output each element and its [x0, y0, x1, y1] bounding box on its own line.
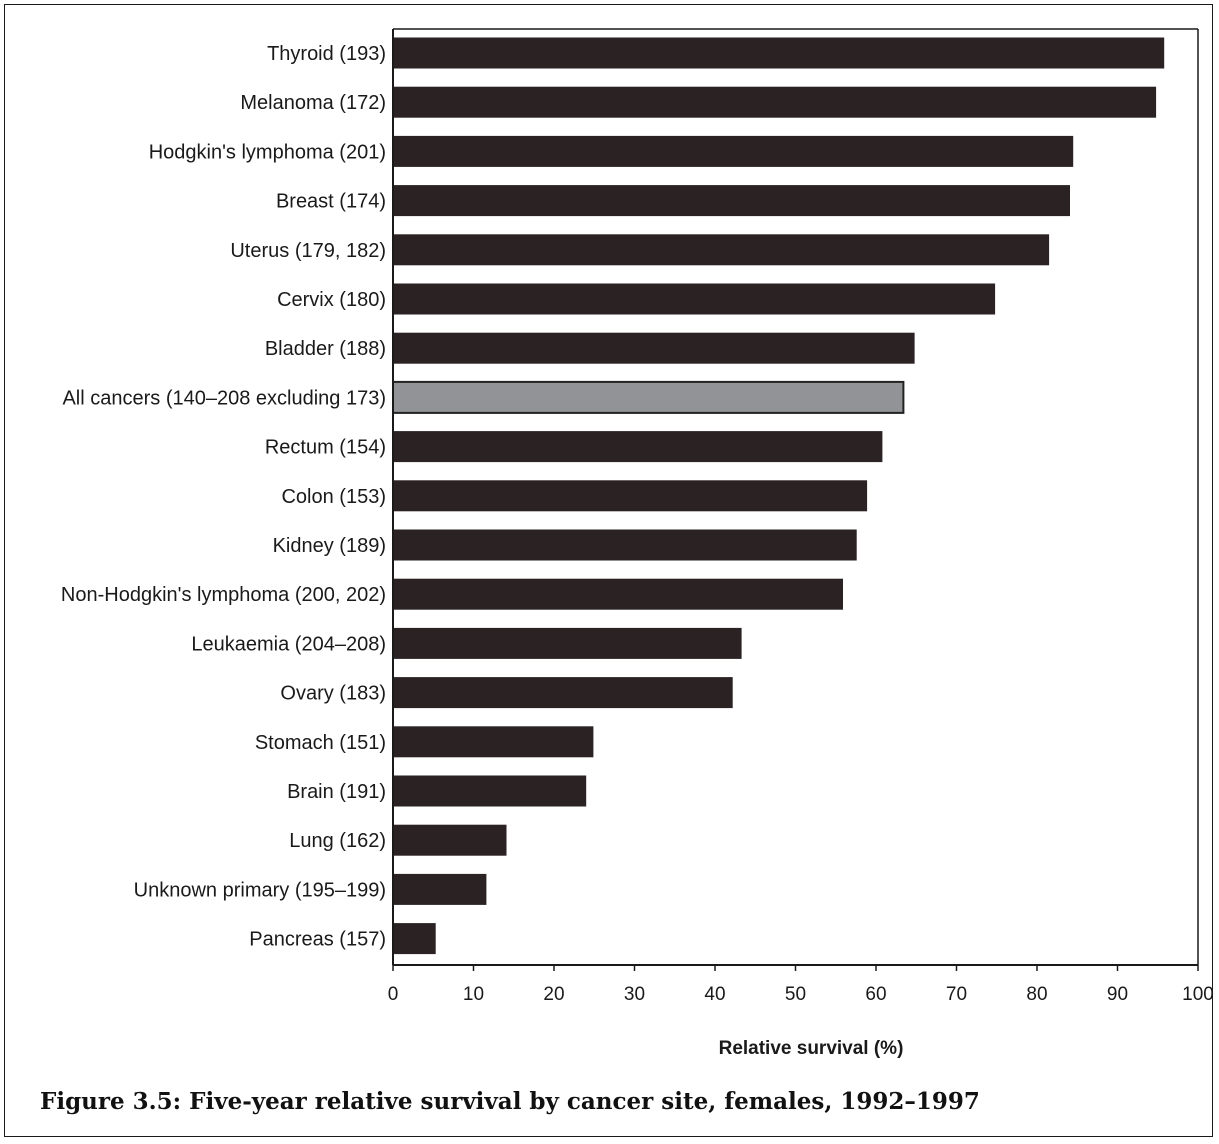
x-tick-label-7: 70	[946, 984, 967, 1005]
category-label-0: Thyroid (193)	[267, 43, 386, 65]
bar-chart: Thyroid (193) Melanoma (172) Hodgkin's lym…	[61, 28, 1214, 1059]
category-label-16: Lung (162)	[289, 830, 386, 852]
figure-caption: Figure 3.5: Five-year relative survival …	[40, 1088, 980, 1115]
category-labels-group: Thyroid (193) Melanoma (172) Hodgkin's lym…	[61, 43, 386, 951]
category-label-2: Hodgkin's lymphoma (201)	[149, 141, 386, 163]
category-label-11: Non-Hodgkin's lymphoma (200, 202)	[61, 584, 386, 606]
bar-13	[393, 677, 733, 709]
category-label-1: Melanoma (172)	[240, 92, 386, 114]
category-label-3: Breast (174)	[276, 191, 386, 213]
bar-7	[392, 380, 905, 414]
category-label-6: Bladder (188)	[265, 338, 386, 360]
category-label-9: Colon (153)	[281, 486, 386, 508]
x-tick-label-1: 10	[463, 984, 484, 1005]
bar-15	[393, 775, 587, 807]
bar-0	[393, 37, 1165, 69]
bar-16	[393, 824, 507, 856]
bar-1	[393, 86, 1157, 118]
x-tick-label-6: 60	[865, 984, 886, 1005]
x-tick-label-5: 50	[785, 984, 806, 1005]
bar-3	[393, 185, 1070, 217]
x-tick-label-9: 90	[1107, 984, 1128, 1005]
category-label-13: Ovary (183)	[280, 683, 386, 705]
category-label-12: Leukaemia (204–208)	[191, 633, 386, 655]
category-label-18: Pancreas (157)	[249, 929, 386, 951]
bar-4	[393, 234, 1050, 266]
category-label-7: All cancers (140–208 excluding 173)	[62, 387, 386, 409]
x-tick-label-0: 0	[388, 984, 399, 1005]
category-label-14: Stomach (151)	[255, 732, 386, 754]
bar-12	[393, 627, 742, 659]
bar-6	[393, 332, 915, 364]
category-label-15: Brain (191)	[287, 781, 386, 803]
bar-17	[393, 873, 487, 905]
bars-group	[392, 37, 1165, 955]
x-axis-title: Relative survival (%)	[719, 1038, 904, 1059]
x-tick-label-4: 40	[704, 984, 725, 1005]
x-ticks-group: 0 10 20 30 40 50 60 70 80 90 100	[388, 965, 1214, 1005]
bar-2	[393, 135, 1074, 167]
bar-18	[393, 923, 436, 955]
bar-5	[393, 283, 996, 315]
category-label-10: Kidney (189)	[273, 535, 386, 557]
category-label-8: Rectum (154)	[265, 437, 386, 459]
bar-14	[393, 726, 594, 758]
category-label-17: Unknown primary (195–199)	[134, 879, 386, 901]
bar-10	[393, 529, 857, 561]
category-label-5: Cervix (180)	[277, 289, 386, 311]
x-tick-label-10: 100	[1182, 984, 1214, 1005]
x-tick-label-8: 80	[1026, 984, 1047, 1005]
category-label-4: Uterus (179, 182)	[230, 240, 386, 262]
x-tick-label-3: 30	[624, 984, 645, 1005]
bar-11	[393, 578, 843, 610]
x-tick-label-2: 20	[543, 984, 564, 1005]
bar-9	[393, 480, 868, 512]
bar-8	[393, 431, 883, 463]
